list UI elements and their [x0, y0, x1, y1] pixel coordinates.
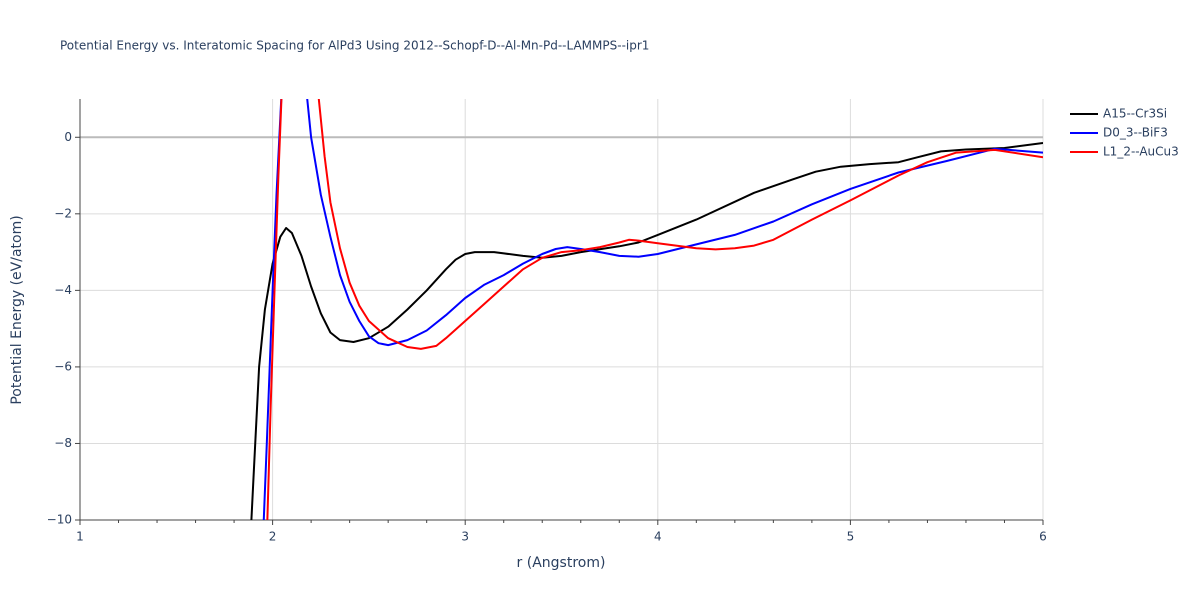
x-tick-label: 6 [1039, 530, 1047, 544]
y-tick-label: −4 [54, 283, 72, 297]
chart-title: Potential Energy vs. Interatomic Spacing… [60, 39, 649, 53]
legend-label: A15--Cr3Si [1103, 107, 1167, 121]
y-tick-label: −8 [54, 436, 72, 450]
series-line [262, 99, 1043, 520]
x-tick-label: 2 [269, 530, 277, 544]
x-tick-label: 1 [76, 530, 84, 544]
x-tick-label: 4 [654, 530, 662, 544]
y-axis-title: Potential Energy (eV/atom) [9, 215, 25, 404]
y-tick-label: −10 [47, 513, 72, 527]
series-line [250, 142, 1043, 520]
plot-area [250, 99, 1043, 520]
x-tick-label: 5 [847, 530, 855, 544]
x-tick-label: 3 [461, 530, 469, 544]
y-tick-label: −6 [54, 359, 72, 373]
series-line [266, 99, 1043, 520]
y-tick-label: 0 [64, 130, 72, 144]
legend-label: D0_3--BiF3 [1103, 126, 1168, 140]
y-tick-label: −2 [54, 206, 72, 220]
x-axis-title: r (Angstrom) [517, 555, 606, 571]
legend-label: L1_2--AuCu3 [1103, 145, 1179, 159]
